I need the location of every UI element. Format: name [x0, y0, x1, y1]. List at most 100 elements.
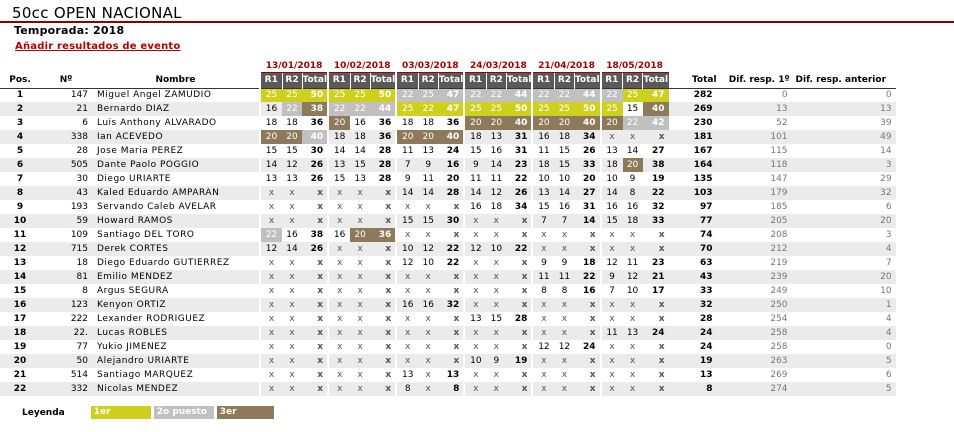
race2-points-cell: x: [357, 370, 363, 380]
rider-name-cell[interactable]: Kaled Eduardo AMPARAN: [92, 186, 260, 200]
race2-points-cell: 22: [350, 102, 371, 116]
race1-points-cell: 16: [395, 298, 419, 312]
race2-points-cell: 9: [418, 158, 439, 172]
race2-points-cell: 15: [286, 146, 298, 156]
rider-name-cell[interactable]: Ian ACEVEDO: [92, 130, 260, 144]
race1-points-cell: 18: [327, 130, 351, 144]
rider-name-cell[interactable]: Miguel Angel ZAMUDIO: [97, 90, 212, 101]
rider-name-cell[interactable]: Servando Caleb AVELAR: [97, 202, 217, 212]
race2-points-cell: x: [357, 286, 363, 296]
race1-points-cell: x: [259, 312, 282, 326]
race2-points-cell: 25: [486, 102, 507, 116]
rider-name-cell[interactable]: Santiago DEL TORO: [97, 230, 195, 240]
race1-points-cell: x: [531, 242, 555, 256]
rider-name-cell[interactable]: Dante Paolo POGGIO: [92, 158, 260, 172]
event-total-cell: 14: [574, 214, 601, 228]
grand-total-cell: 103: [668, 186, 719, 200]
grand-total-cell: 135: [693, 174, 713, 184]
rider-name-cell[interactable]: Lexander RODRIGUEZ: [97, 314, 206, 324]
rider-name-cell[interactable]: Diego URIARTE: [97, 174, 171, 184]
race1-points-cell: 18: [259, 116, 282, 130]
race2-points-cell: 15: [622, 102, 643, 116]
r2-header: R2: [281, 72, 302, 88]
race1-points-cell: x: [599, 228, 623, 242]
event-date[interactable]: 10/02/2018: [328, 58, 397, 73]
event-total-cell: 22: [446, 258, 460, 268]
race2-points-cell: 7: [554, 214, 575, 228]
position-cell: 2: [0, 102, 40, 116]
race1-points-cell: 10: [531, 172, 555, 186]
event-date[interactable]: 13/01/2018: [260, 58, 329, 73]
rider-name-cell[interactable]: Lucas ROBLES: [92, 326, 260, 340]
table-row: 9 193 Servando Caleb AVELAR x x x x x x x x x 16 18 34…: [0, 200, 896, 214]
event-total-cell: x: [385, 342, 392, 352]
event-total-cell: 47: [642, 88, 669, 102]
diff-first-cell: 239: [718, 270, 792, 284]
event-total-cell: x: [574, 354, 601, 368]
event-date[interactable]: 18/05/2018: [600, 58, 669, 73]
event-total-cell: x: [453, 202, 460, 212]
event-total-cell: x: [506, 214, 533, 228]
rider-name-cell[interactable]: Nicolas MENDEZ: [92, 382, 260, 396]
race2-points-cell: x: [425, 314, 431, 324]
event-total-cell: 20: [583, 174, 596, 184]
race1-points-cell: 22: [395, 88, 419, 102]
race2-points-cell: 9: [561, 258, 568, 268]
event-total-cell: 28: [514, 314, 528, 324]
diff-prev-cell: 5: [791, 354, 896, 368]
rider-name-cell[interactable]: Howard RAMOS: [92, 214, 260, 228]
rider-name-cell[interactable]: Yukio JIMENEZ: [97, 342, 168, 352]
rider-number-cell: 123: [40, 298, 92, 312]
race1-points-cell: 18: [599, 158, 623, 172]
rider-name-cell[interactable]: Alejandro URIARTE: [92, 354, 260, 368]
rider-name-cell[interactable]: Luis Anthony ALVARADO: [97, 118, 217, 128]
event-total-cell: x: [574, 298, 601, 312]
event-date[interactable]: 21/04/2018: [532, 58, 601, 73]
add-event-results-link[interactable]: Añadir resultados de evento: [15, 41, 181, 52]
race2-points-cell: 18: [622, 214, 643, 228]
race1-points-cell: 18: [463, 130, 487, 144]
rider-name-cell[interactable]: Diego Eduardo GUTIERREZ: [97, 258, 230, 268]
event-total-cell: 44: [574, 88, 601, 102]
event-total-cell: x: [642, 242, 669, 256]
diff-prev-cell: 6: [885, 202, 892, 212]
race1-points-cell: 15: [463, 144, 487, 158]
rider-name-cell[interactable]: Argus SEGURA: [97, 286, 169, 296]
race2-points-cell: x: [561, 370, 568, 380]
race1-points-cell: 13: [259, 172, 282, 186]
race1-points-cell: 20: [463, 116, 487, 130]
rider-name-cell[interactable]: Derek CORTES: [92, 242, 260, 256]
event-total-cell: x: [453, 342, 460, 352]
event-total-cell: 44: [370, 102, 397, 116]
race2-points-cell: x: [357, 258, 363, 268]
diff-prev-cell: 4: [791, 326, 896, 340]
table-row: 7 30 Diego URIARTE 13 13 26 15 13 28 9 11 20 11 11 22 1…: [0, 172, 896, 186]
table-row: 22 332 Nicolas MENDEZ x x x x x x 8 x 8 x x x x x x x x x 8 27…: [0, 382, 896, 396]
rider-name-cell[interactable]: Kenyon ORTIZ: [92, 298, 260, 312]
race1-points-cell: x: [463, 270, 487, 284]
diff-first-cell: 249: [770, 286, 788, 296]
event-total-cell: 42: [642, 116, 669, 130]
event-total-cell: x: [317, 342, 324, 352]
race1-points-cell: x: [395, 228, 419, 242]
race1-points-cell: 22: [463, 88, 487, 102]
race2-points-cell: 13: [486, 130, 507, 144]
event-date[interactable]: 24/03/2018: [464, 58, 533, 73]
event-date[interactable]: 03/03/2018: [396, 58, 465, 73]
race1-points-cell: 12: [463, 242, 487, 256]
race2-points-cell: x: [425, 202, 431, 212]
event-total-cell: x: [658, 342, 665, 352]
race1-points-cell: x: [599, 298, 623, 312]
rider-name-cell[interactable]: Santiago MARQUEZ: [97, 370, 194, 380]
race1-points-cell: 15: [259, 144, 282, 158]
event-total-cell: 20: [446, 174, 460, 184]
rider-number-cell: 147: [70, 90, 88, 101]
event-total-cell: 44: [506, 88, 533, 102]
rider-name-cell[interactable]: Bernardo DIAZ: [92, 102, 260, 116]
rider-name-cell[interactable]: Jose Maria PEREZ: [97, 146, 184, 156]
race1-points-cell: 25: [531, 102, 555, 116]
rider-name-cell[interactable]: Emilio MENDEZ: [92, 270, 260, 284]
race1-points-cell: x: [259, 382, 282, 396]
race1-points-cell: x: [259, 298, 282, 312]
rider-number-cell: 77: [76, 342, 88, 352]
